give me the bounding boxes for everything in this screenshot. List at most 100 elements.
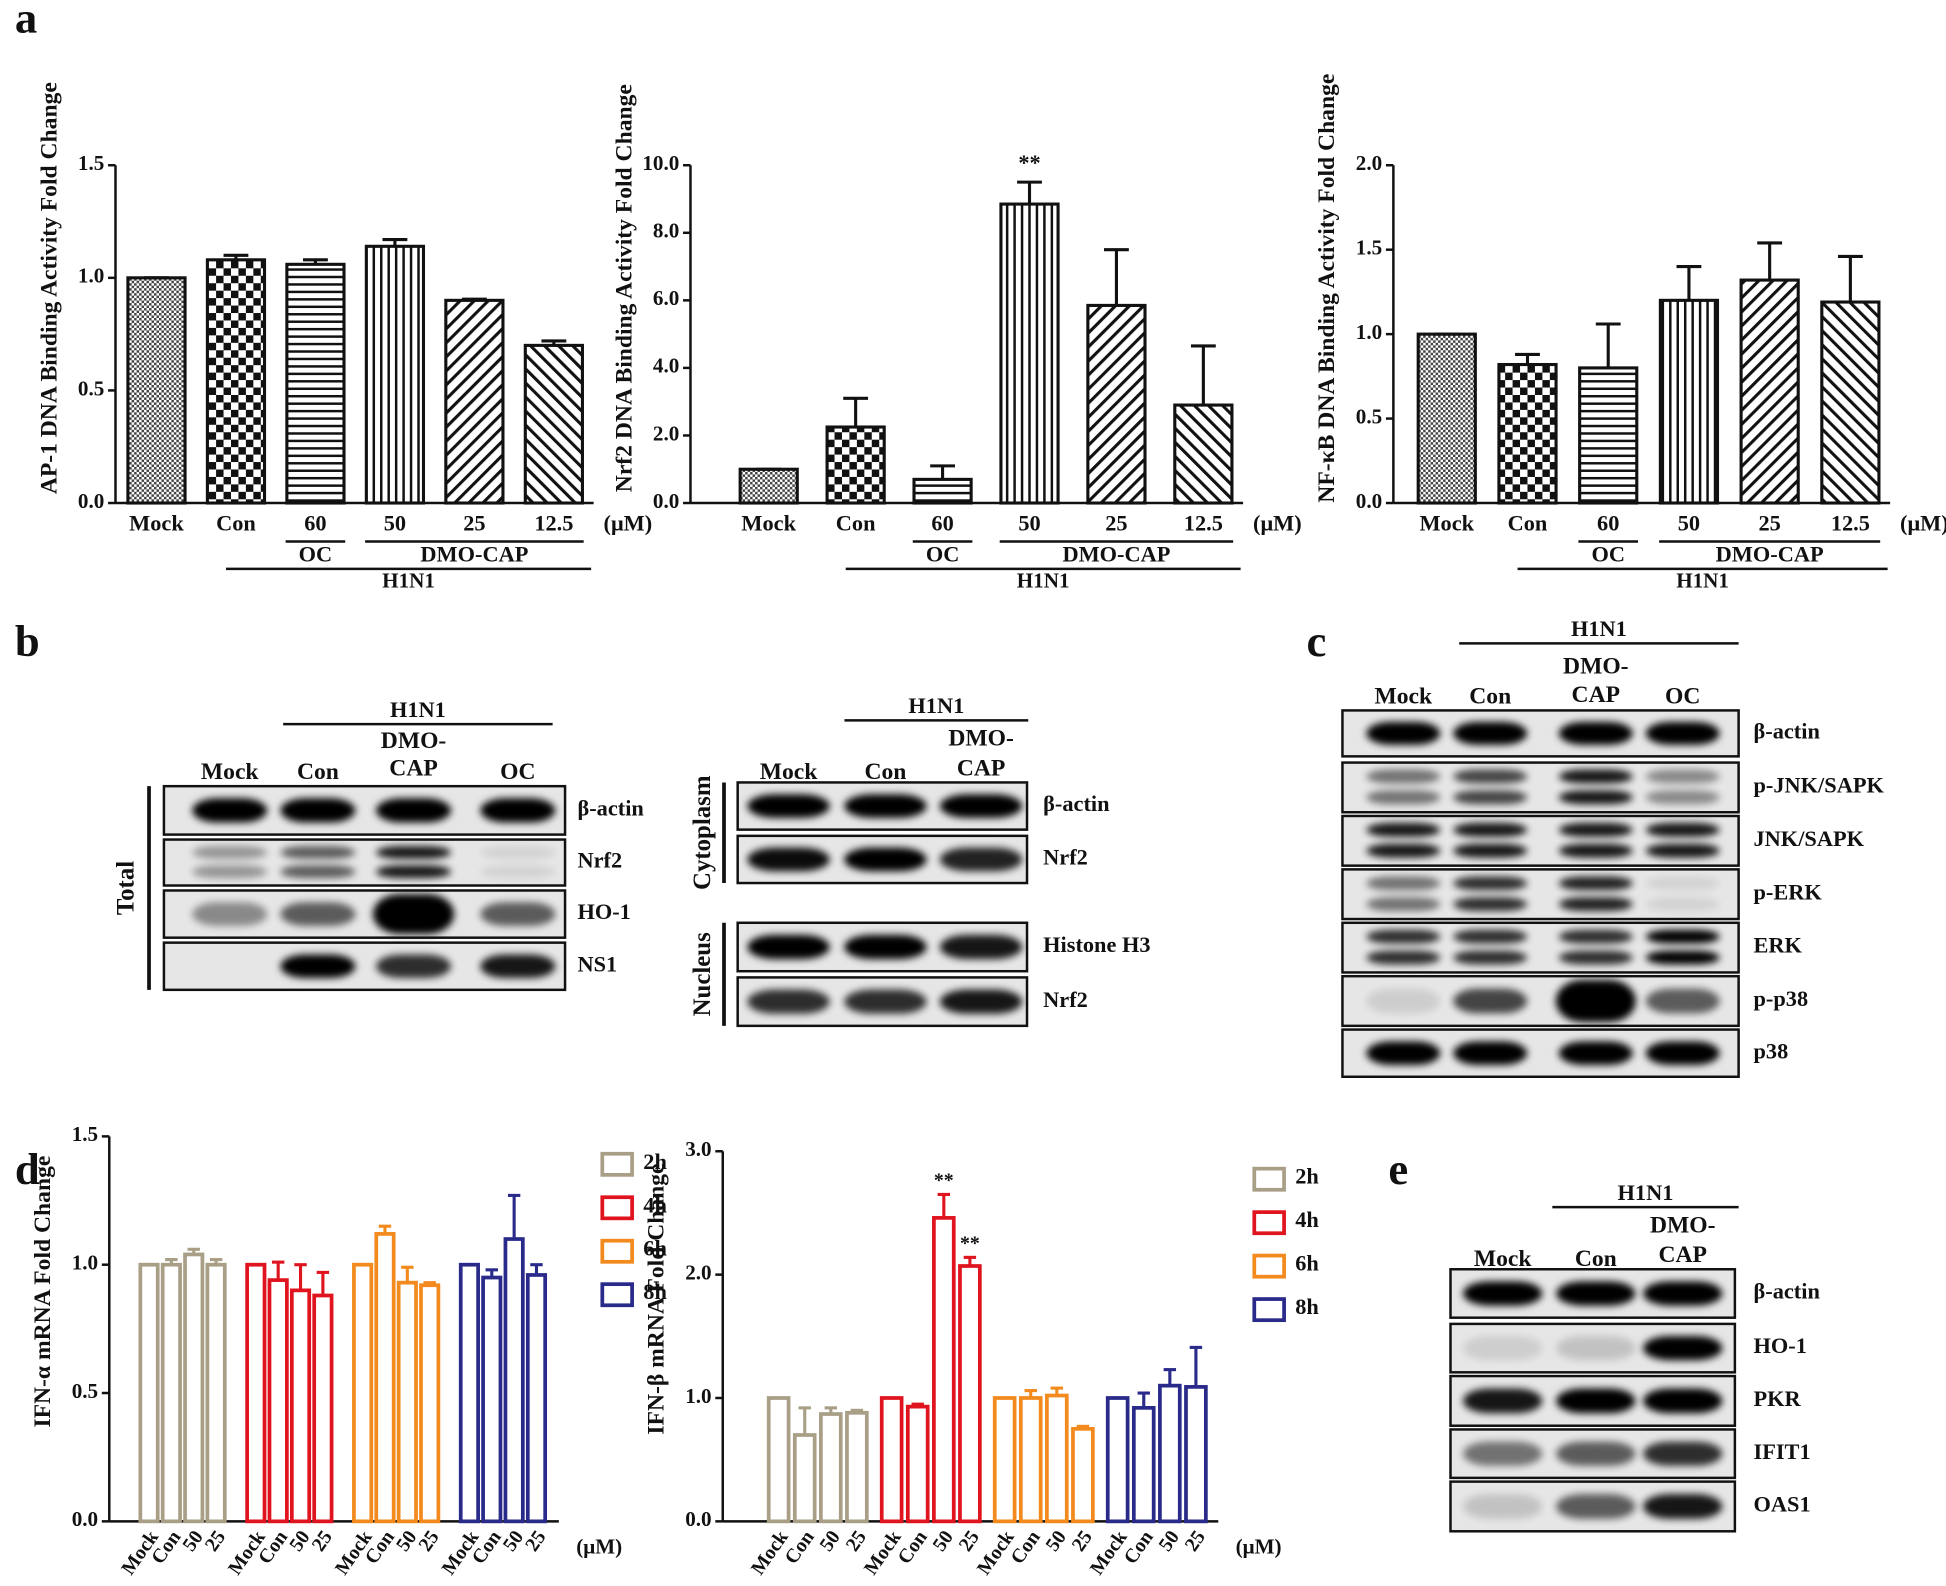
x-tick-label: 50 <box>1041 1527 1070 1556</box>
blot-row <box>1341 709 1740 758</box>
y-tick-label: 8.0 <box>653 219 679 243</box>
band <box>1556 1336 1636 1361</box>
band <box>1463 1441 1543 1466</box>
blot-row <box>1341 1028 1740 1079</box>
band <box>1366 822 1441 837</box>
row-label: p-p38 <box>1754 986 1809 1011</box>
error-bar <box>1837 254 1863 303</box>
bar <box>396 1280 418 1524</box>
error-bar <box>1676 265 1702 301</box>
x-tick-label: 25 <box>955 1527 984 1556</box>
legend-label: 8h <box>1295 1294 1319 1319</box>
bar <box>205 258 267 505</box>
error-bar <box>1024 1389 1037 1398</box>
x-tick-label: Mock <box>129 511 184 536</box>
y-tick-label: 0.5 <box>1356 404 1382 428</box>
panel-label: b <box>15 616 40 666</box>
error-bar <box>963 1255 977 1267</box>
blot-row <box>1341 974 1740 1028</box>
blot-row <box>1449 1480 1737 1533</box>
blot-row <box>162 838 567 887</box>
bar <box>419 1283 441 1524</box>
band <box>1558 790 1633 805</box>
band <box>939 989 1023 1014</box>
row-label: NS1 <box>577 951 617 976</box>
blot-row <box>1341 868 1740 921</box>
band <box>1463 1388 1543 1414</box>
row-label: β-actin <box>1754 719 1821 744</box>
lane-label: OC <box>500 759 535 785</box>
band <box>1645 822 1720 837</box>
x-tick-label: 60 <box>304 511 326 536</box>
error-bar <box>1757 241 1783 281</box>
legend-label: 4h <box>643 1192 667 1217</box>
band <box>280 846 356 859</box>
bar <box>1131 1406 1156 1524</box>
bar <box>1416 332 1477 505</box>
group-label: OC <box>926 542 960 567</box>
bar <box>352 1262 374 1524</box>
row-label: Nrf2 <box>577 848 622 873</box>
bar <box>160 1262 182 1524</box>
band <box>1453 929 1528 944</box>
x-tick-label: 60 <box>931 511 953 536</box>
band <box>1366 876 1441 891</box>
x-tick-label: Mock <box>741 511 796 536</box>
band <box>1558 950 1633 965</box>
blot-frame <box>1341 709 1740 758</box>
bar <box>792 1433 817 1524</box>
legend-swatch <box>1252 1210 1286 1236</box>
band <box>1645 988 1720 1014</box>
bar <box>1018 1396 1043 1524</box>
band <box>1366 843 1441 858</box>
band <box>939 794 1023 818</box>
section-label: Cytoplasm <box>689 775 716 890</box>
x-tick-label: 25 <box>1758 511 1780 536</box>
band <box>1463 1494 1543 1519</box>
row-label: HO-1 <box>577 899 630 924</box>
error-bar <box>1137 1391 1150 1408</box>
bar <box>444 298 505 505</box>
error-bar <box>271 1260 285 1281</box>
bar <box>525 1273 548 1524</box>
band <box>1558 897 1633 912</box>
group-label: DMO-CAP <box>1062 542 1170 567</box>
y-tick-label: 4.0 <box>653 354 679 378</box>
error-bar <box>423 1281 436 1286</box>
band <box>1643 1281 1723 1306</box>
y-tick-label: 1.5 <box>1356 236 1382 260</box>
blot-frame <box>1341 1028 1740 1079</box>
lane-label: CAP <box>957 755 1005 781</box>
y-axis-title: IFN-α mRNA Fold Change <box>30 1156 56 1428</box>
legend-swatch <box>600 1195 634 1221</box>
blot-frame <box>736 976 1029 1028</box>
bar <box>738 467 799 505</box>
bar <box>766 1396 791 1524</box>
band <box>1453 790 1528 805</box>
bar <box>364 244 426 505</box>
error-bar <box>187 1247 200 1255</box>
bar <box>1173 403 1234 505</box>
unit-label: (μM) <box>604 511 653 536</box>
band <box>1453 769 1528 784</box>
legend-swatch <box>600 1238 634 1264</box>
blot-header: H1N1 <box>390 697 446 722</box>
blot-frame <box>1341 974 1740 1028</box>
blot-row <box>1449 1374 1737 1427</box>
band <box>1558 822 1633 837</box>
band <box>1558 843 1633 858</box>
band <box>1558 929 1633 944</box>
bar <box>126 276 187 505</box>
lane-label: Con <box>1469 683 1511 709</box>
y-tick-label: 0.0 <box>78 489 104 513</box>
y-tick-label: 0.0 <box>653 489 679 513</box>
band <box>1558 1041 1633 1065</box>
lane-label: CAP <box>1572 682 1620 708</box>
row-label: Nrf2 <box>1043 987 1088 1012</box>
band <box>1645 897 1720 912</box>
x-tick-label: 25 <box>842 1527 871 1556</box>
band <box>280 798 356 823</box>
y-tick-label: 2.0 <box>1356 151 1382 175</box>
band <box>1643 1494 1723 1519</box>
x-tick-label: 12.5 <box>534 511 573 536</box>
